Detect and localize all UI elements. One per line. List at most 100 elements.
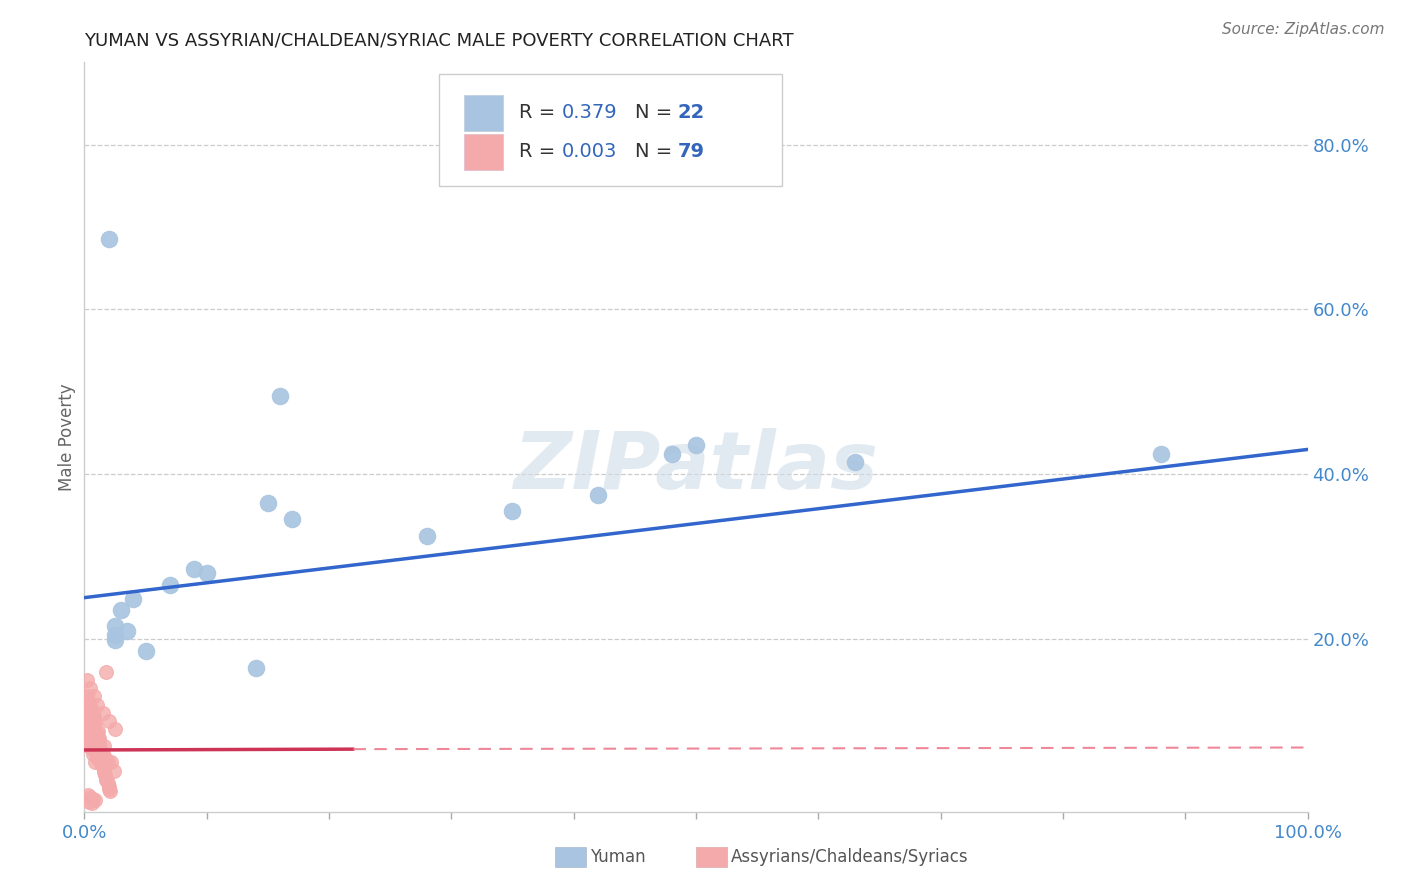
FancyBboxPatch shape [464, 134, 503, 170]
Point [82, 706, 104, 720]
Text: 79: 79 [678, 142, 704, 161]
Point [94, 751, 117, 765]
Text: Assyrians/Chaldeans/Syriacs: Assyrians/Chaldeans/Syriacs [731, 848, 969, 866]
Point [82, 707, 104, 722]
Point [1150, 446, 1173, 460]
Point [183, 562, 205, 576]
Point [502, 504, 524, 518]
Point [83, 709, 105, 723]
Point [77, 789, 100, 803]
Point [269, 389, 291, 403]
Point [77, 704, 100, 718]
Point [83, 690, 105, 704]
Point [89, 740, 111, 755]
Point [79, 707, 101, 722]
Point [76, 731, 98, 745]
Point [97, 781, 120, 796]
Point [84, 726, 107, 740]
Point [96, 772, 118, 786]
Point [77, 718, 100, 732]
Text: YUMAN VS ASSYRIAN/CHALDEAN/SYRIAC MALE POVERTY CORRELATION CHART: YUMAN VS ASSYRIAN/CHALDEAN/SYRIAC MALE P… [84, 32, 794, 50]
FancyBboxPatch shape [464, 95, 503, 131]
Point [77, 795, 100, 809]
Point [76, 698, 98, 712]
Point [86, 725, 108, 739]
Text: Yuman: Yuman [591, 848, 647, 866]
Point [661, 446, 683, 460]
Point [135, 644, 157, 658]
Point [79, 735, 101, 749]
Point [79, 789, 101, 804]
Point [89, 743, 111, 757]
Point [77, 726, 100, 740]
Point [76, 710, 98, 724]
Point [104, 628, 127, 642]
Point [97, 756, 120, 770]
Point [77, 718, 100, 732]
Point [257, 496, 280, 510]
Text: N =: N = [636, 103, 678, 122]
Point [93, 764, 115, 778]
Text: 0.379: 0.379 [561, 103, 617, 122]
Point [82, 791, 104, 805]
Point [685, 438, 707, 452]
Point [83, 732, 105, 747]
Point [82, 747, 104, 761]
Point [84, 715, 107, 730]
Point [87, 731, 110, 745]
Point [79, 699, 101, 714]
Point [87, 747, 110, 761]
Y-axis label: Male Poverty: Male Poverty [58, 384, 76, 491]
Point [100, 756, 122, 770]
Point [80, 797, 103, 811]
Text: Source: ZipAtlas.com: Source: ZipAtlas.com [1222, 22, 1385, 37]
Point [89, 743, 111, 757]
Point [80, 711, 103, 725]
Text: ZIPatlas: ZIPatlas [513, 428, 879, 506]
Text: 0.003: 0.003 [561, 142, 617, 161]
Point [110, 603, 132, 617]
Point [83, 743, 105, 757]
FancyBboxPatch shape [439, 74, 782, 186]
Point [122, 592, 145, 607]
Point [195, 566, 218, 580]
Point [91, 747, 114, 761]
Point [80, 723, 103, 737]
Point [76, 673, 98, 687]
Point [77, 696, 100, 710]
Point [87, 735, 110, 749]
Point [97, 714, 120, 728]
Point [91, 748, 114, 763]
Point [96, 665, 118, 679]
Point [86, 740, 108, 755]
Point [97, 776, 120, 790]
Point [115, 624, 138, 638]
Point [281, 512, 304, 526]
Point [104, 633, 127, 648]
Point [844, 455, 866, 469]
Point [586, 488, 609, 502]
Point [83, 717, 105, 731]
Point [97, 232, 120, 246]
Point [94, 767, 117, 781]
Point [416, 529, 439, 543]
Point [80, 703, 103, 717]
Text: N =: N = [636, 142, 678, 161]
Point [159, 578, 181, 592]
Point [98, 784, 121, 798]
Point [93, 765, 115, 780]
Point [103, 764, 125, 778]
Point [84, 756, 107, 770]
Point [87, 748, 110, 763]
Point [104, 619, 127, 633]
Point [87, 724, 110, 739]
Text: R =: R = [519, 103, 561, 122]
Point [87, 732, 110, 747]
Point [93, 739, 115, 753]
Point [91, 759, 114, 773]
Point [86, 698, 108, 712]
Point [79, 681, 101, 696]
Point [87, 734, 110, 748]
Point [97, 780, 120, 794]
Point [87, 739, 110, 753]
